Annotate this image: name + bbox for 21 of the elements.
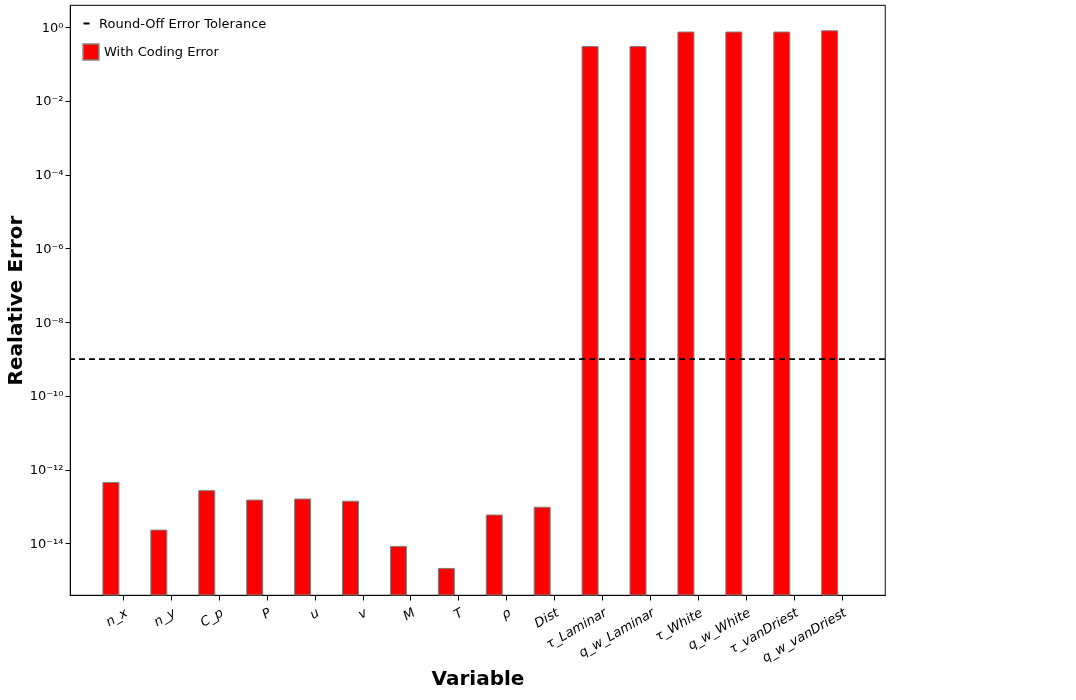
x-tick-label: ρ — [498, 604, 514, 622]
y-tick-label: 10⁻⁴ — [34, 167, 64, 183]
x-tick-label: P — [259, 604, 274, 622]
y-tick-label: 10⁻⁶ — [34, 240, 64, 256]
x-tick-label: M — [400, 604, 418, 624]
x-tick-label: n_y — [150, 604, 179, 629]
x-tick-label: v — [355, 604, 370, 622]
x-tick-label: C_p — [197, 604, 226, 630]
legend-label: With Coding Error — [104, 44, 220, 59]
x-tick-label: n_x — [102, 604, 131, 629]
y-tick-label: 10⁻¹² — [29, 462, 64, 478]
y-tick-label: 10⁰ — [41, 19, 64, 35]
y-axis-title: Realative Error — [2, 215, 27, 386]
y-tick-label: 10⁻¹⁰ — [29, 388, 64, 404]
legend-label: Round-Off Error Tolerance — [99, 15, 267, 31]
x-tick-label: u — [306, 604, 322, 622]
x-axis-title: Variable — [431, 666, 525, 691]
y-tick-label: 10⁻⁸ — [34, 314, 64, 330]
y-tick-label: 10⁻¹⁴ — [29, 535, 64, 551]
x-tick-label: T — [450, 604, 467, 622]
y-tick-label: 10⁻² — [34, 93, 64, 109]
